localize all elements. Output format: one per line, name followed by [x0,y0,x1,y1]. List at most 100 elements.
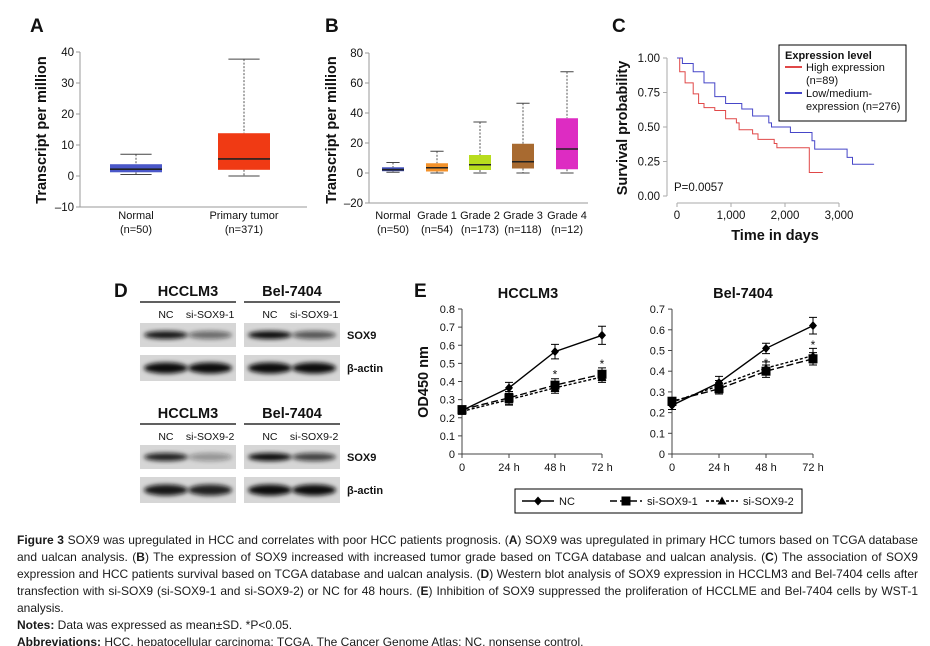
protein-band [292,484,337,496]
y-tick-label: 0.4 [440,377,455,389]
survival-curve-high [677,57,823,174]
lane-label: NC [262,309,278,321]
y-tick-label: 0.3 [650,387,665,399]
caption-bold-segment: E [420,584,429,598]
legend-label: expression (n=276) [806,101,900,113]
y-tick-label: 0.2 [650,408,665,420]
legend-label: si-SOX9-2 [743,496,794,508]
protein-band [188,362,233,374]
box-grade-1 [426,150,448,174]
caption-text-segment: ) SOX9 was upregulated in primary HCC tu… [17,533,918,564]
panel-label-a: A [30,16,44,37]
notes-label: Notes: [17,618,55,632]
blot-group-hcclm3: HCCLM3 NC si-SOX9-2 [140,406,236,503]
legend-label: (n=89) [806,75,838,87]
caption-text-segment: ) Western blot analysis of SOX9 expressi… [17,567,918,598]
caption-text-segment: SOX9 was upregulated in HCC and correlat… [63,533,509,547]
caption-bold-segment: A [508,533,518,547]
notes-text: Data was expressed as mean±SD. *P<0.05. [54,618,293,632]
panel-label-b: B [325,16,339,37]
box-normal [110,153,162,175]
x-tick-label: 1,000 [717,210,746,222]
category-label: Primary tumor [209,210,278,222]
x-tick-label: 24 h [708,462,729,474]
x-tick-label: 48 h [755,462,776,474]
y-tick-label: 0.75 [638,88,660,100]
boxplot-a: –10 0 10 20 30 40 Transcript per million Normal… [34,47,307,236]
category-n-label: (n=371) [225,224,263,236]
y-tick-label: 0.2 [440,413,455,425]
diamond-marker [458,406,466,415]
category-label: Grade 2 [460,210,500,222]
y-tick-label: 0.6 [650,325,665,337]
x-tick-label: 48 h [544,462,565,474]
blot-group-bel-7404: Bel-7404 NC si-SOX9-2 [244,406,340,503]
caption-notes: Notes: Data was expressed as mean±SD. *P… [17,617,918,634]
category-n-label: (n=118) [504,224,541,236]
series-line [671,325,814,406]
y-tick-label: 40 [61,47,74,59]
y-tick-label: 0.50 [638,122,660,134]
lane-label: si-SOX9-2 [186,431,235,443]
category-n-label: (n=173) [461,224,499,236]
legend-box [514,488,803,514]
diamond-marker [534,496,542,506]
cell-line-title: Bel-7404 [262,284,322,300]
significance-asterisk: * [600,357,605,371]
survival-plot: 0.00 0.25 0.50 0.75 1.00 0 1,000 2,000 3,000 Time… [615,44,907,244]
y-tick-label: 0.7 [440,322,455,334]
box-iqr [556,118,578,170]
diamond-marker [668,400,676,410]
y-tick-label: 40 [350,108,363,120]
caption-bold-segment: B [136,550,145,564]
diamond-marker [551,347,559,357]
survival-curve-low [677,57,875,165]
protein-band [247,453,292,461]
legend-box [778,44,907,122]
series-line [461,373,603,411]
caption-main: Figure 3 SOX9 was upregulated in HCC and… [17,532,918,617]
y-tick-label: 0.3 [440,395,455,407]
x-tick-label: 3,000 [825,210,854,222]
box-grade-2 [469,121,491,174]
square-marker [597,369,607,379]
band-label-beta-actin: β-actin [347,363,383,375]
protein-band [247,362,292,374]
significance-asterisk: * [811,338,816,352]
y-tick-label: 0 [449,449,455,461]
cell-line-title: Bel-7404 [262,406,322,422]
y-tick-label: 0.6 [440,340,455,352]
abbreviations-text: HCC, hepatocellular carcinoma; TCGA, The… [101,635,584,646]
significance-asterisk: * [553,368,558,382]
protein-band [143,362,188,374]
caption-bold-segment: D [480,567,490,581]
diamond-marker [715,378,723,388]
growth-legend: NC si-SOX9-1 si-SOX9-2 [514,488,803,514]
category-n-label: (n=54) [421,224,453,236]
category-n-label: (n=50) [120,224,152,236]
square-marker [808,354,818,364]
x-tick-label: 0 [669,462,675,474]
caption-bold-segment: C [765,550,774,564]
y-tick-label: 20 [350,138,363,150]
band-label-beta-actin: β-actin [347,485,383,497]
protein-band [292,331,337,339]
growth-chart-hcclm3: HCCLM3 0 0.1 0.2 0.3 0.4 0.5 0.6 0.7 0.8 0 24 h 48 h… [416,286,613,474]
protein-band [247,484,292,496]
lane-label: NC [158,309,174,321]
protein-band [143,484,188,496]
square-marker [504,393,514,403]
box-iqr [469,155,491,170]
y-axis-label: Transcript per million [324,56,340,203]
y-tick-label: 80 [350,48,363,60]
series-si-sox9-1 [457,367,607,415]
box-grade-4 [556,71,578,174]
box-iqr [218,133,270,170]
protein-band [292,453,337,461]
category-n-label: (n=12) [551,224,583,236]
lane-label: si-SOX9-2 [290,431,339,443]
diamond-marker [505,383,513,393]
chart-title: HCCLM3 [498,286,558,302]
y-tick-label: 0.5 [440,358,455,370]
